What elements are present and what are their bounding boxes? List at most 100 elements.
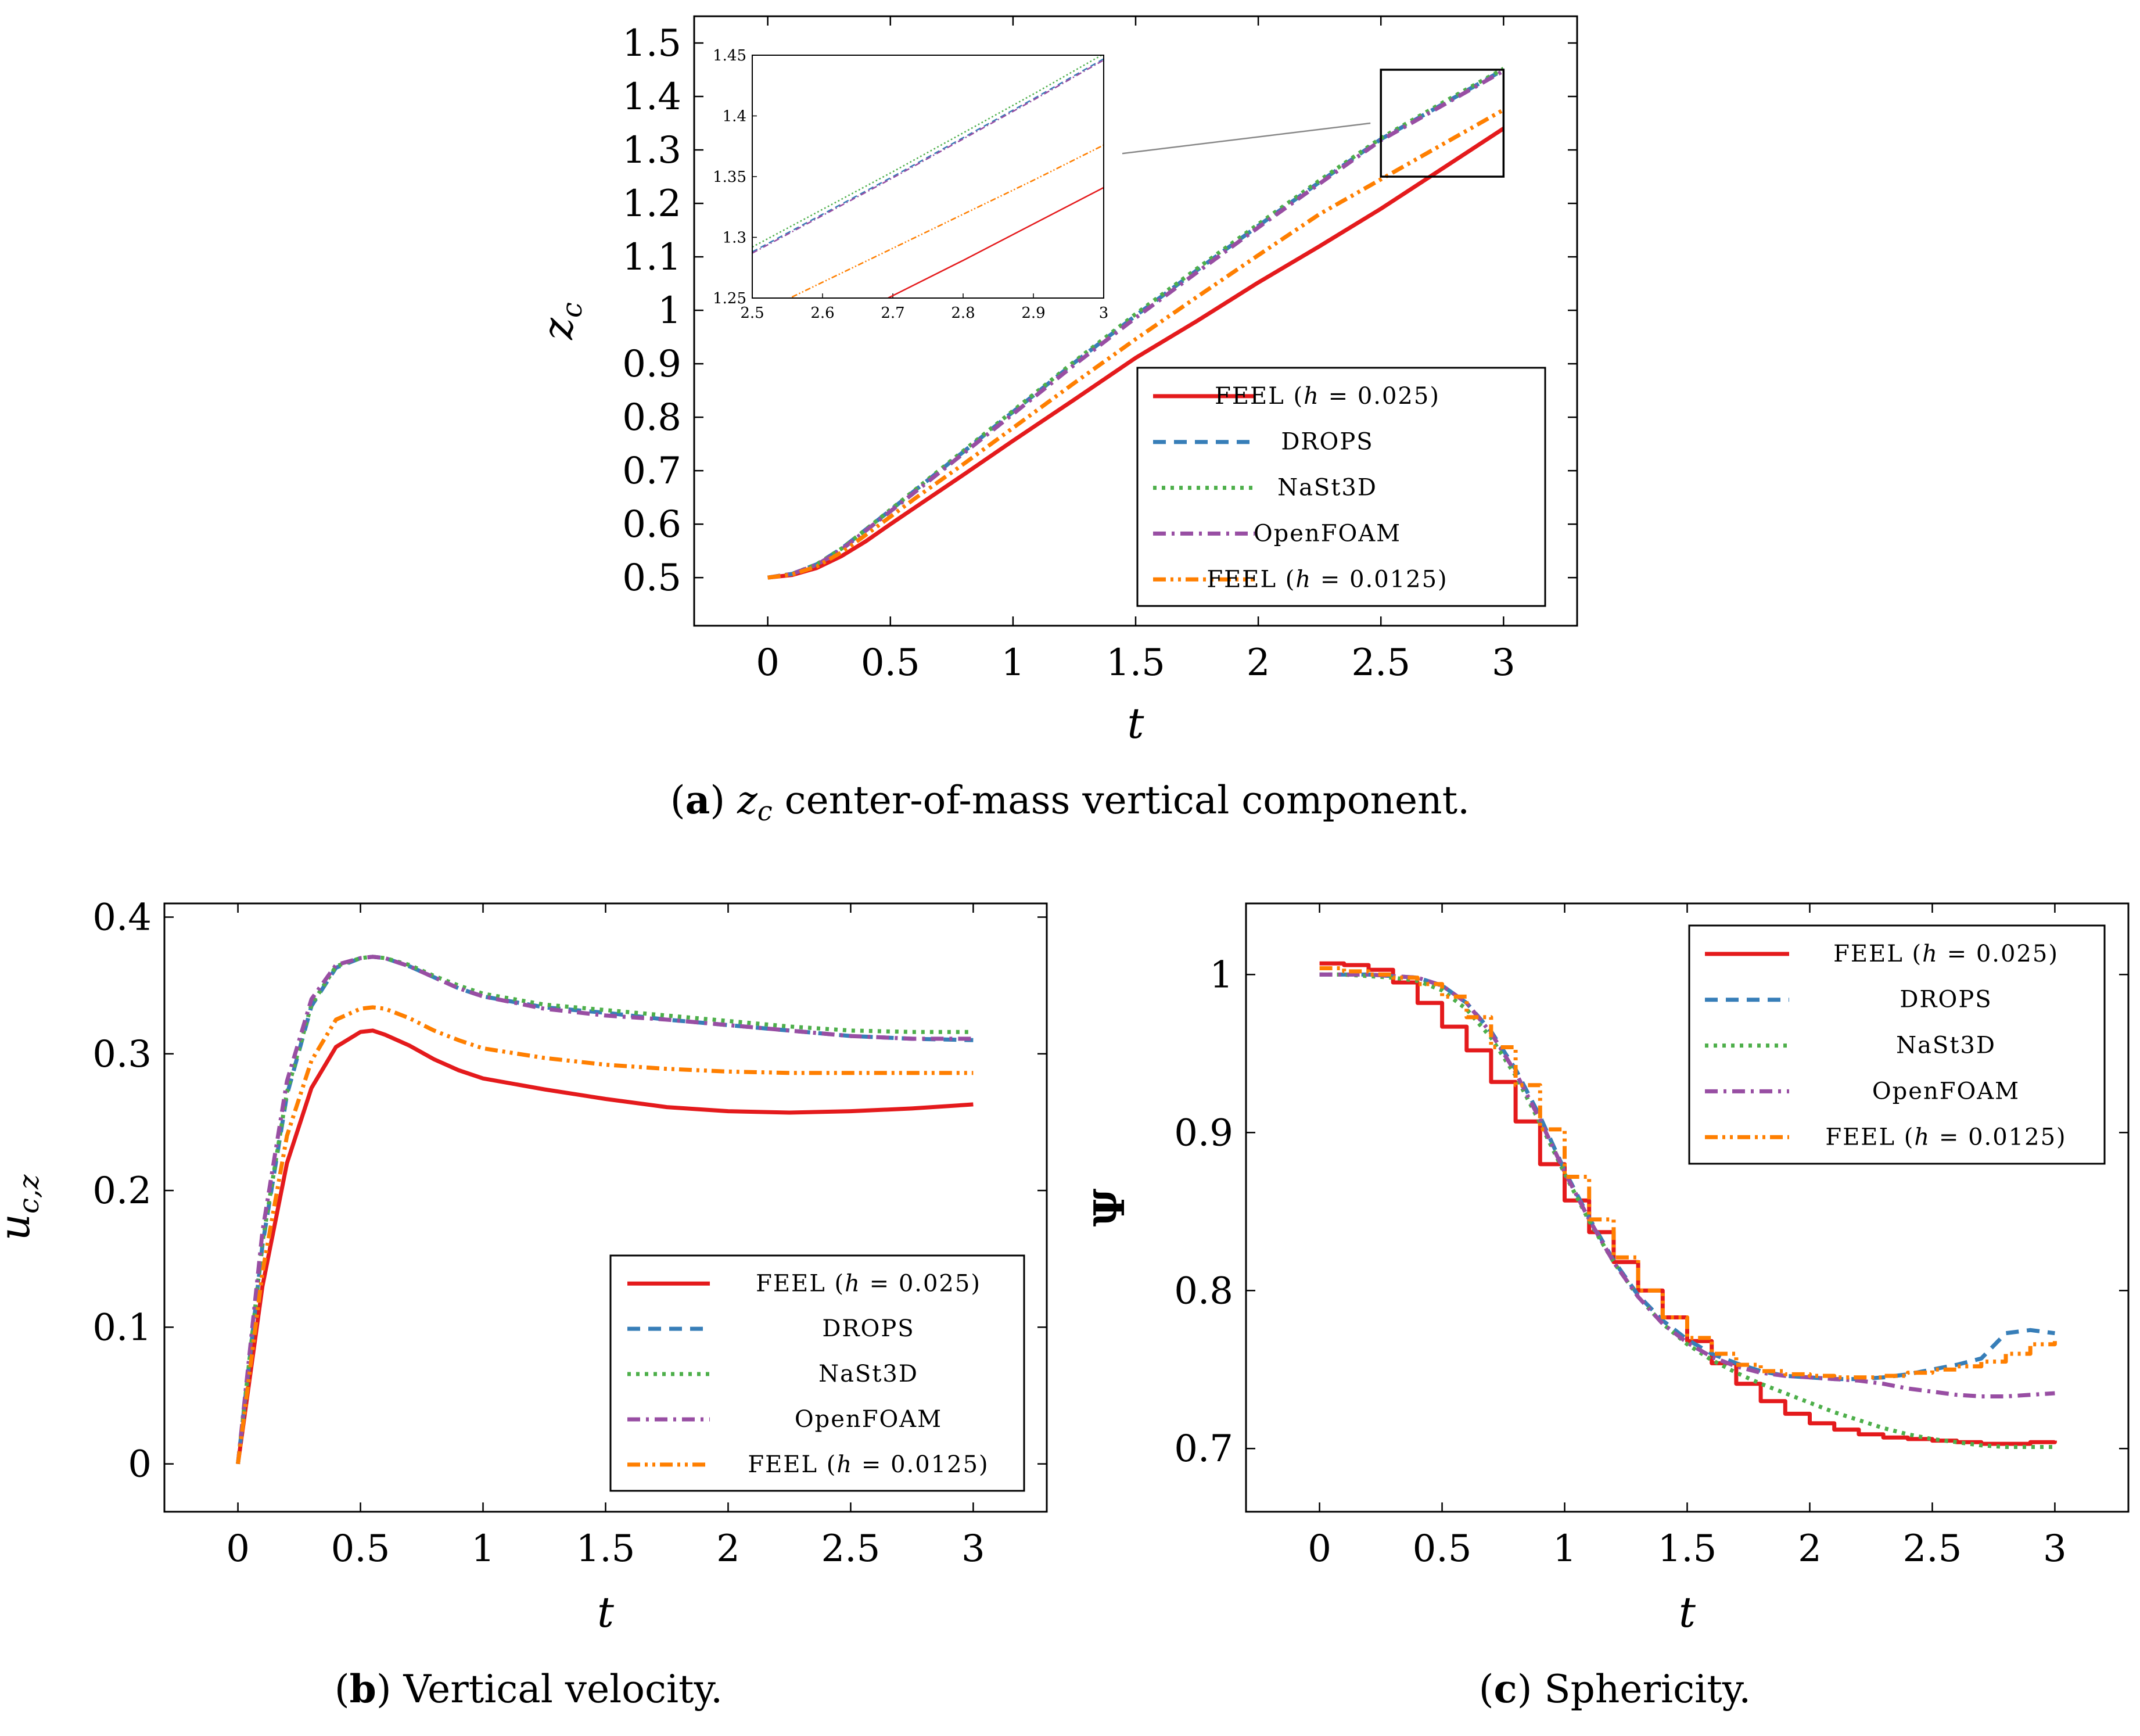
caption-c: (c) Sphericity. <box>1479 1666 1751 1712</box>
series-line-feel-h-0-0125- <box>236 1005 974 1465</box>
caption-a-tag: a <box>685 777 710 823</box>
y-tick-label: 0.3 <box>92 1033 152 1076</box>
legend-label: DROPS <box>1900 987 1992 1013</box>
legend-label: OpenFOAM <box>795 1406 942 1433</box>
legend-label-part: FEEL ( <box>1825 1124 1914 1150</box>
y-axis-label: uc,z <box>0 1174 45 1241</box>
x-tick-label: 2 <box>1247 641 1270 684</box>
y-tick-label: 1.2 <box>622 182 681 225</box>
legend-label-var: h <box>1304 383 1320 410</box>
legend-label-part: = 0.025) <box>1320 383 1440 410</box>
x-tick-label: 3 <box>2043 1527 2067 1570</box>
legend-label-var: h <box>1922 941 1938 967</box>
y-tick-label: 0.8 <box>1174 1269 1233 1312</box>
inset-x-tick-label: 3 <box>1099 304 1109 322</box>
zoom-connector <box>1122 122 1371 155</box>
series-line-openfoam <box>236 955 974 1465</box>
y-axis-label-main: z <box>533 317 582 340</box>
legend-label: OpenFOAM <box>1872 1078 2020 1104</box>
legend-box <box>609 1254 1025 1492</box>
legend-label: DROPS <box>822 1315 914 1342</box>
legend-label: DROPS <box>1281 429 1373 455</box>
y-tick-label: 1.4 <box>622 76 681 119</box>
caption-a-math: z <box>737 778 758 823</box>
legend-label-part: FEEL ( <box>748 1451 836 1478</box>
plot-frame <box>693 15 1578 627</box>
inset-y-tick-label: 1.45 <box>713 47 746 64</box>
legend-label-var: h <box>1295 566 1312 593</box>
caption-a-sub: c <box>757 795 773 827</box>
legend-label-part: OpenFOAM <box>1872 1078 2020 1104</box>
legend: FEEL (h = 0.025) DROPS NaSt3D OpenFOAM FEEL … <box>609 1254 1025 1492</box>
legend-label-var: h <box>845 1270 861 1297</box>
x-tick-label: 2.5 <box>1903 1527 1962 1570</box>
inset-x-tick-label: 2.6 <box>810 304 834 322</box>
y-tick-label: 0.5 <box>622 557 681 600</box>
y-axis-label-sub: c <box>556 302 588 318</box>
caption-b: (b) Vertical velocity. <box>335 1666 723 1712</box>
y-axis-label-main: Ψ <box>1085 1188 1134 1226</box>
legend-label-part: = 0.025) <box>1938 941 2059 967</box>
x-tick-label: 1 <box>471 1527 495 1570</box>
y-tick-label: 1 <box>658 289 681 332</box>
x-tick-label: 0.5 <box>1413 1527 1472 1570</box>
caption-c-tag: c <box>1494 1666 1517 1712</box>
x-axis-label: t <box>1128 699 1145 748</box>
plot-frame <box>1245 902 2130 1513</box>
y-tick-label: 0.4 <box>92 896 152 939</box>
y-tick-label: 0.9 <box>622 343 681 386</box>
inset-frame <box>752 55 1104 299</box>
x-tick-label: 0 <box>756 641 780 684</box>
legend-label: NaSt3D <box>818 1361 918 1387</box>
inset-series-line-drops <box>752 58 1104 253</box>
inset: 2.5 2.6 2.7 2.8 2.9 3 1.25 1.3 1.35 1.4 1.45 <box>713 47 1109 322</box>
legend-label: NaSt3D <box>1277 475 1377 501</box>
legend-label: FEEL (h = 0.0125) <box>1825 1124 2066 1150</box>
series-line-feel-h-0-0125- <box>767 107 1505 580</box>
y-axis-label-sub: c,z <box>13 1174 45 1214</box>
legend-label-part: NaSt3D <box>1277 475 1377 501</box>
x-tick-label: 1.5 <box>1658 1527 1717 1570</box>
legend-label-part: DROPS <box>1900 987 1992 1013</box>
legend-label: FEEL (h = 0.025) <box>756 1270 981 1297</box>
y-tick-label: 0.9 <box>1174 1111 1233 1154</box>
x-tick-label: 2.5 <box>1351 641 1410 684</box>
inset-series-line-nast3d <box>752 55 1103 248</box>
legend: FEEL (h = 0.025)DROPSNaSt3DOpenFOAMFEEL … <box>1136 367 1546 607</box>
x-tick-label: 0.5 <box>861 641 920 684</box>
x-tick-label: 1.5 <box>1106 641 1165 684</box>
series-line-feel-h-0-025- <box>236 1028 974 1465</box>
y-tick-label: 0.7 <box>1174 1427 1233 1470</box>
legend-label: FEEL (h = 0.025) <box>1215 383 1440 410</box>
series-line-feel-h-0-025- <box>767 127 1505 580</box>
y-tick-label: 0.2 <box>92 1170 152 1213</box>
legend-label: NaSt3D <box>1896 1032 1996 1059</box>
legend-label-part: = 0.0125) <box>1312 566 1448 593</box>
inset-background <box>752 55 1104 298</box>
series-line-feel-h-0-025- <box>1319 961 2057 1446</box>
inset-series-line-feel-h-0-025- <box>886 186 1104 298</box>
caption-a: (a) zc center-of-mass vertical component… <box>670 777 1470 827</box>
x-tick-label: 1 <box>1001 641 1025 684</box>
inset-series <box>752 55 1104 298</box>
legend-label-part: FEEL ( <box>1215 383 1304 410</box>
legend-label-part: FEEL ( <box>1207 566 1295 593</box>
y-axis-label: zc <box>533 302 588 340</box>
y-axis-label: Ψ <box>1085 1188 1134 1226</box>
series-line-nast3d <box>767 67 1505 580</box>
inset-x-tick-label: 2.7 <box>881 304 904 322</box>
y-tick-label: 0.7 <box>622 450 681 493</box>
legend-label: FEEL (h = 0.0125) <box>1207 566 1448 593</box>
x-tick-label: 1 <box>1553 1527 1577 1570</box>
inset-x-tick-label: 2.8 <box>951 304 975 322</box>
caption-a-text: center-of-mass vertical component. <box>773 778 1470 823</box>
caption-b-tag: b <box>350 1666 376 1712</box>
y-axis-label-main: u <box>0 1214 39 1240</box>
y-tick-label: 1 <box>1209 953 1233 996</box>
legend-label: FEEL (h = 0.025) <box>1833 941 2059 967</box>
legend-label-part: OpenFOAM <box>1254 520 1401 547</box>
legend-label-part: OpenFOAM <box>795 1406 942 1433</box>
x-tick-label: 2 <box>1798 1527 1822 1570</box>
